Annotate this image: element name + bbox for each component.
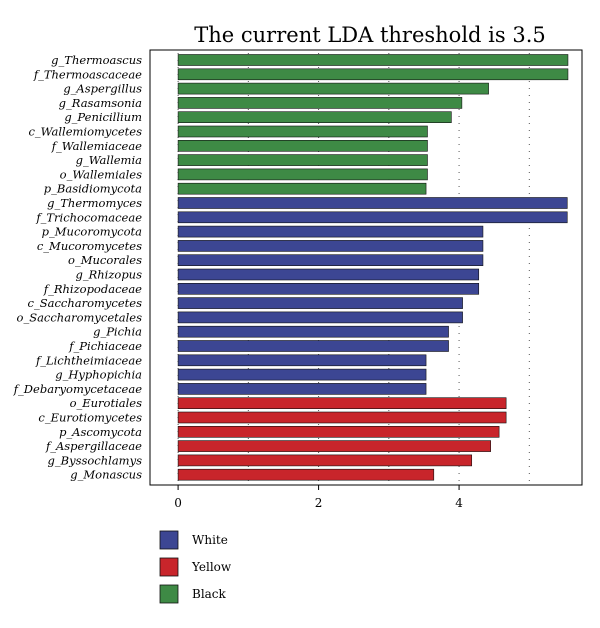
plot-frame xyxy=(149,49,583,486)
bar-p_Mucoromycota xyxy=(177,225,484,238)
category-label: c_Saccharomycetes xyxy=(28,296,143,310)
category-label-layer: g_Thermoascusf_Thermoascaceaeg_Aspergill… xyxy=(13,53,142,482)
category-label: f_Wallemiaceae xyxy=(51,139,142,153)
bar-o_Saccharomycetales xyxy=(177,311,463,324)
bar-c_Wallemiomycetes xyxy=(177,125,428,138)
bar-o_Eurotiales xyxy=(177,397,507,410)
category-label: g_Aspergillus xyxy=(63,82,142,96)
legend-label: White xyxy=(192,533,228,547)
category-label: f_Pichiaceae xyxy=(68,339,142,353)
legend-swatch-white xyxy=(159,530,179,550)
category-label: p_Basidiomycota xyxy=(44,182,142,196)
bar-p_Basidiomycota xyxy=(177,182,427,195)
bar-o_Wallemiales xyxy=(177,168,428,181)
category-label: c_Mucoromycetes xyxy=(37,239,142,253)
category-label: g_Pichia xyxy=(93,325,142,339)
bar-g_Rhizopus xyxy=(177,268,480,281)
bar-layer xyxy=(177,54,569,481)
bar-g_Thermomyces xyxy=(177,197,568,209)
grid-layer xyxy=(177,53,530,482)
bar-g_Pichia xyxy=(177,325,449,338)
category-label: c_Eurotiomycetes xyxy=(38,411,142,425)
x-tick-label: 4 xyxy=(455,496,463,510)
legend-label: Yellow xyxy=(191,560,232,574)
x-tick-label: 2 xyxy=(315,496,323,510)
bar-c_Eurotiomycetes xyxy=(177,411,507,424)
x-axis: 0 2 4 xyxy=(174,485,463,510)
bar-f_Trichocomaceae xyxy=(177,211,568,224)
bar-g_Aspergillus xyxy=(177,82,489,95)
category-label: f_Rhizopodaceae xyxy=(43,282,142,296)
bar-g_Wallemia xyxy=(177,154,428,166)
bar-g_Monascus xyxy=(177,468,435,481)
category-label: p_Mucoromycota xyxy=(42,225,142,239)
bar-f_Wallemiaceae xyxy=(177,140,428,152)
chart-title: The current LDA threshold is 3.5 xyxy=(194,23,545,47)
category-label: f_Thermoascaceae xyxy=(33,67,142,81)
category-label: g_Hyphopichia xyxy=(55,368,142,382)
legend-label: Black xyxy=(192,587,227,601)
bar-f_Debaryomycetaceae xyxy=(177,383,427,395)
legend-swatch-yellow xyxy=(159,557,179,577)
bar-p_Ascomycota xyxy=(177,425,500,438)
legend-swatch-black xyxy=(159,584,179,604)
bar-f_Rhizopodaceae xyxy=(177,282,480,295)
category-label: g_Monascus xyxy=(70,468,142,482)
category-label: c_Wallemiomycetes xyxy=(28,125,142,139)
category-label: g_Rhizopus xyxy=(75,268,142,282)
bar-g_Thermoascus xyxy=(177,54,569,66)
bar-f_Thermoascaceae xyxy=(177,68,569,81)
bar-f_Pichiaceae xyxy=(177,340,449,352)
category-label: f_Aspergillaceae xyxy=(45,439,142,453)
category-label: o_Mucorales xyxy=(68,253,142,267)
category-label: o_Wallemiales xyxy=(60,167,142,181)
legend: White Yellow Black xyxy=(159,530,232,604)
category-label: g_Penicillium xyxy=(64,110,142,124)
x-tick-label: 0 xyxy=(174,496,182,510)
category-label: g_Wallemia xyxy=(76,153,143,167)
bar-o_Mucorales xyxy=(177,254,484,266)
bar-c_Mucoromycetes xyxy=(177,240,484,252)
bar-g_Hyphopichia xyxy=(177,368,427,381)
category-label: p_Ascomycota xyxy=(59,425,142,439)
category-label: o_Saccharomycetales xyxy=(17,310,143,324)
category-label: g_Thermomyces xyxy=(47,196,142,210)
category-label: g_Rasamsonia xyxy=(59,96,142,110)
bar-f_Lichtheimiaceae xyxy=(177,354,427,367)
category-label: f_Lichtheimiaceae xyxy=(35,353,142,367)
bar-c_Saccharomycetes xyxy=(177,297,463,309)
bar-g_Byssochlamys xyxy=(177,454,473,467)
category-label: f_Trichocomaceae xyxy=(35,210,142,224)
bar-f_Aspergillaceae xyxy=(177,440,491,452)
category-label: g_Thermoascus xyxy=(51,53,142,67)
category-label: o_Eurotiales xyxy=(70,396,143,410)
category-label: f_Debaryomycetaceae xyxy=(13,382,142,396)
bar-g_Penicillium xyxy=(177,111,452,123)
category-label: g_Byssochlamys xyxy=(48,453,143,467)
bar-g_Rasamsonia xyxy=(177,97,463,109)
